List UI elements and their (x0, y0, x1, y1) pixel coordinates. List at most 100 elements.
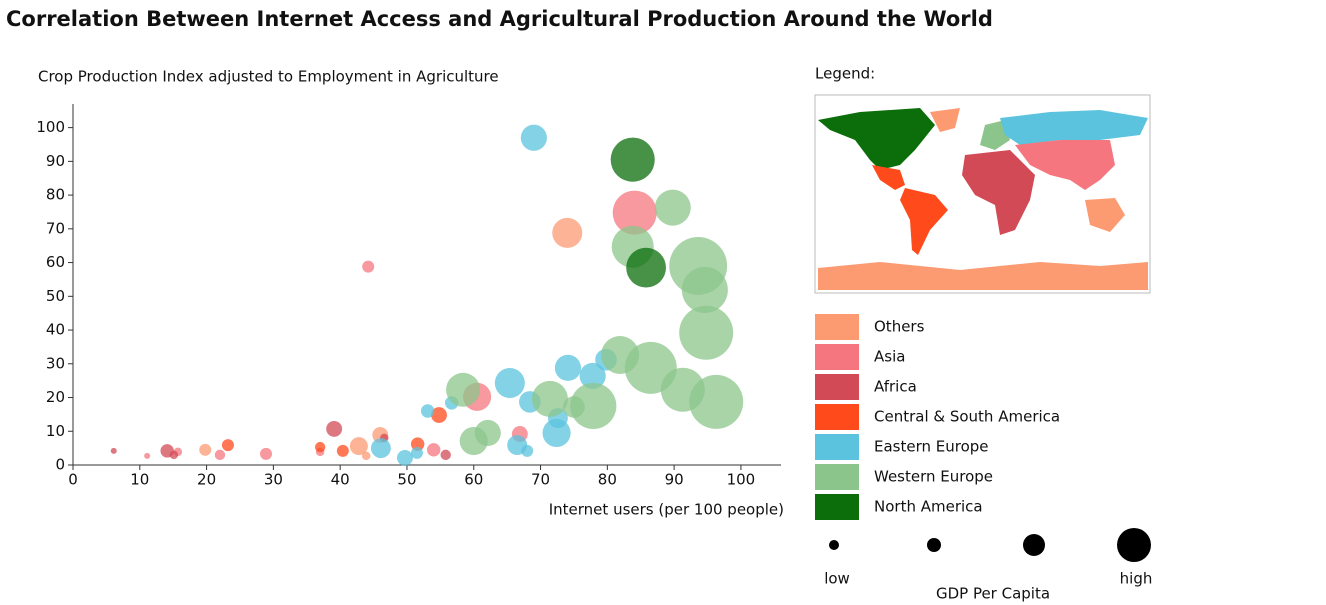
bubble (431, 407, 447, 424)
bubble (521, 444, 534, 457)
x-tick-label: 30 (264, 471, 283, 489)
bubble (531, 380, 568, 417)
bubble (144, 452, 151, 459)
y-tick-label: 70 (46, 219, 65, 237)
legend-swatch (815, 374, 859, 400)
legend-label: Africa (874, 378, 917, 396)
bubble (410, 446, 423, 459)
legend-label: Eastern Europe (874, 438, 989, 456)
legend-label: Central & South America (874, 408, 1060, 426)
legend-label: Western Europe (874, 468, 993, 486)
bubble (601, 336, 640, 374)
map-greenland (930, 108, 960, 132)
y-tick-label: 100 (36, 118, 65, 136)
bubble (349, 437, 368, 456)
bubble (570, 382, 617, 430)
legend-swatch (815, 494, 859, 520)
bubble (336, 444, 349, 457)
map-africa (962, 150, 1035, 235)
x-tick-label: 10 (130, 471, 149, 489)
size-key (1023, 534, 1045, 556)
size-low-label: low (824, 570, 850, 588)
map-central-america (872, 165, 905, 190)
x-axis-label: Internet users (per 100 people) (549, 501, 784, 519)
bubble (554, 354, 582, 381)
bubble (361, 451, 371, 461)
bubble (426, 443, 441, 457)
bubble (420, 404, 435, 418)
bubble (552, 217, 583, 248)
bubble (199, 443, 212, 456)
bubble (446, 372, 481, 407)
legend-label: North America (874, 498, 983, 516)
x-tick-label: 0 (68, 471, 78, 489)
legend-map (814, 94, 1151, 294)
map-antarctica (818, 262, 1148, 290)
x-tick-label: 60 (464, 471, 483, 489)
bubble (612, 190, 657, 235)
map-asia (1015, 140, 1115, 190)
y-tick-label: 80 (46, 186, 65, 204)
y-tick-label: 20 (46, 388, 65, 406)
size-legend-title: GDP Per Capita (936, 585, 1050, 603)
bubble (440, 449, 451, 461)
bubble (362, 260, 375, 273)
bubble (563, 396, 585, 418)
legend-swatch (815, 464, 859, 490)
y-tick-label: 30 (46, 354, 65, 372)
bubble (410, 437, 425, 451)
bubble (494, 368, 525, 399)
bubble (689, 374, 744, 429)
x-tick-label: 70 (531, 471, 550, 489)
x-tick-label: 100 (727, 471, 756, 489)
bubble (110, 447, 117, 454)
y-tick-label: 40 (46, 321, 65, 339)
bubble (314, 441, 326, 453)
legend-label: Others (874, 318, 925, 336)
bubble (679, 305, 734, 360)
legend-swatch (815, 404, 859, 430)
map-western-europe (980, 120, 1010, 150)
y-tick-label: 60 (46, 253, 65, 271)
bubble (610, 137, 655, 182)
map-south-america (900, 188, 948, 255)
bubble (221, 439, 234, 452)
x-tick-label: 20 (197, 471, 216, 489)
y-tick-label: 10 (46, 422, 65, 440)
bubble (654, 189, 691, 226)
bubble (370, 438, 391, 459)
x-tick-label: 80 (598, 471, 617, 489)
x-tick-label: 90 (665, 471, 684, 489)
x-tick-label: 40 (331, 471, 350, 489)
size-high-label: high (1120, 570, 1153, 588)
y-axis-label: Crop Production Index adjusted to Employ… (38, 68, 499, 86)
legend-label: Asia (874, 348, 905, 366)
bubble (397, 449, 413, 466)
size-legend: low high GDP Per Capita (824, 528, 1152, 603)
legend-title: Legend: (815, 65, 875, 83)
bubble (169, 450, 179, 460)
bubble (474, 419, 501, 447)
legend-swatch (815, 434, 859, 460)
bubble (326, 420, 343, 437)
size-key (927, 538, 941, 552)
y-tick-label: 50 (46, 287, 65, 305)
map-eastern-europe (1000, 110, 1148, 145)
bubble (681, 266, 728, 313)
bubble (260, 447, 273, 460)
bubble (579, 362, 606, 390)
size-key (829, 540, 839, 550)
y-tick-label: 0 (55, 456, 65, 474)
chart-title: Correlation Between Internet Access and … (6, 7, 993, 31)
x-tick-label: 50 (397, 471, 416, 489)
map-australia (1085, 198, 1125, 232)
bubble (626, 247, 666, 288)
map-north-america (818, 108, 935, 170)
bubble (520, 124, 547, 151)
y-tick-label: 90 (46, 152, 65, 170)
size-key (1117, 528, 1151, 562)
bubble (214, 449, 226, 461)
legend-swatch (815, 314, 859, 340)
legend-swatch (815, 344, 859, 370)
